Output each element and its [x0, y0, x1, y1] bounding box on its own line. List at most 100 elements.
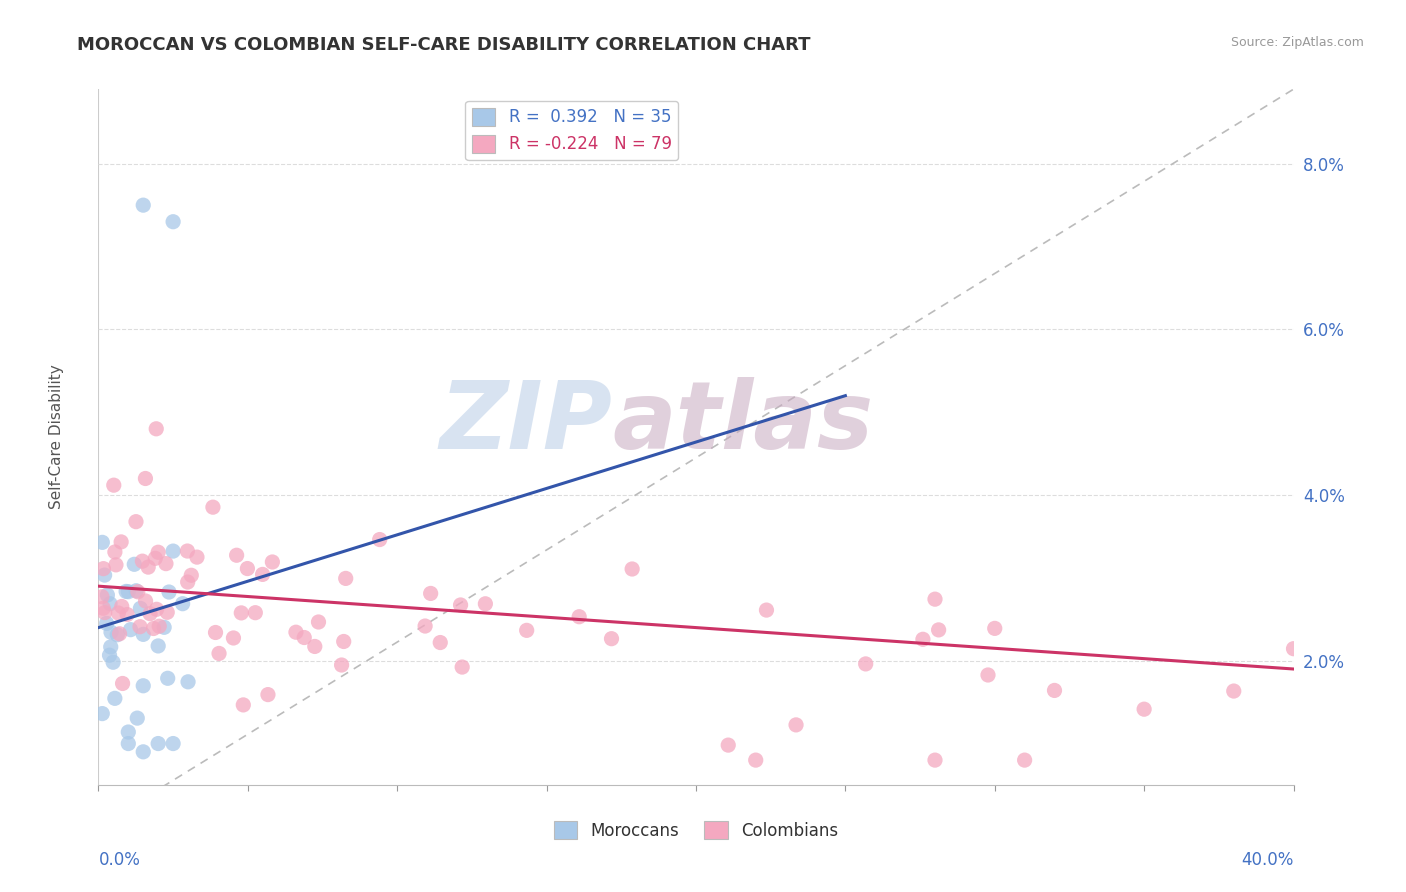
Point: [284, 625, 307, 640]
Point: [208, 647, 231, 661]
Point: [124, 558, 146, 572]
Text: 40.0%: 40.0%: [1241, 851, 1294, 869]
Point: [105, 628, 128, 642]
Point: [1223, 684, 1246, 698]
Point: [516, 624, 538, 638]
Point: [162, 544, 184, 558]
Point: [104, 558, 127, 572]
Point: [148, 619, 170, 633]
Point: [1282, 641, 1305, 656]
Point: [172, 597, 194, 611]
Point: [134, 471, 156, 485]
Point: [135, 594, 157, 608]
Point: [450, 598, 472, 612]
Point: [156, 605, 179, 619]
Point: [162, 737, 184, 751]
Point: [117, 584, 139, 599]
Point: [131, 554, 153, 568]
Point: [222, 631, 245, 645]
Point: [93, 606, 115, 620]
Point: [101, 655, 124, 669]
Point: [262, 555, 284, 569]
Point: [108, 627, 131, 641]
Point: [117, 737, 139, 751]
Point: [132, 627, 155, 641]
Point: [232, 698, 254, 712]
Point: [91, 601, 114, 615]
Point: [117, 725, 139, 739]
Point: [855, 657, 877, 671]
Point: [928, 623, 950, 637]
Point: [755, 603, 778, 617]
Point: [104, 545, 127, 559]
Point: [474, 597, 496, 611]
Point: [176, 544, 198, 558]
Point: [236, 561, 259, 575]
Point: [157, 585, 180, 599]
Point: [335, 571, 357, 585]
Point: [162, 215, 184, 229]
Text: 0.0%: 0.0%: [98, 851, 141, 869]
Point: [600, 632, 623, 646]
Point: [111, 599, 134, 614]
Point: [96, 588, 118, 602]
Point: [125, 515, 148, 529]
Point: [100, 625, 122, 640]
Point: [204, 625, 226, 640]
Point: [201, 500, 224, 515]
Point: [91, 535, 114, 549]
Point: [186, 550, 208, 565]
Point: [156, 671, 179, 685]
Point: [91, 590, 114, 604]
Point: [96, 616, 118, 631]
Point: [245, 606, 267, 620]
Point: [419, 586, 441, 600]
Point: [104, 691, 127, 706]
Point: [177, 674, 200, 689]
Point: [413, 619, 436, 633]
Point: [129, 620, 152, 634]
Point: [110, 535, 132, 549]
Point: [1014, 753, 1036, 767]
Point: [100, 640, 122, 654]
Point: [180, 568, 202, 582]
Point: [142, 622, 165, 636]
Point: [924, 753, 946, 767]
Point: [252, 567, 274, 582]
Point: [257, 688, 280, 702]
Point: [115, 584, 138, 599]
Point: [148, 737, 170, 751]
Point: [984, 621, 1007, 635]
Point: [127, 711, 149, 725]
Point: [1043, 683, 1066, 698]
Point: [231, 606, 253, 620]
Point: [132, 679, 155, 693]
Point: [145, 602, 167, 616]
Point: [120, 623, 142, 637]
Point: [225, 548, 247, 562]
Point: [155, 557, 177, 571]
Point: [129, 601, 152, 615]
Point: [98, 597, 121, 611]
Point: [304, 640, 326, 654]
Point: [91, 706, 114, 721]
Point: [132, 745, 155, 759]
Point: [429, 635, 451, 649]
Point: [1133, 702, 1156, 716]
Point: [292, 631, 315, 645]
Point: [98, 648, 121, 663]
Point: [145, 422, 167, 436]
Point: [176, 575, 198, 590]
Point: [745, 753, 768, 767]
Point: [93, 568, 115, 582]
Point: [125, 583, 148, 598]
Point: [127, 584, 149, 599]
Text: Self-Care Disability: Self-Care Disability: [49, 365, 65, 509]
Point: [148, 639, 170, 653]
Point: [132, 198, 155, 212]
Text: atlas: atlas: [613, 377, 873, 469]
Point: [103, 478, 125, 492]
Point: [717, 738, 740, 752]
Point: [148, 545, 170, 559]
Point: [785, 718, 807, 732]
